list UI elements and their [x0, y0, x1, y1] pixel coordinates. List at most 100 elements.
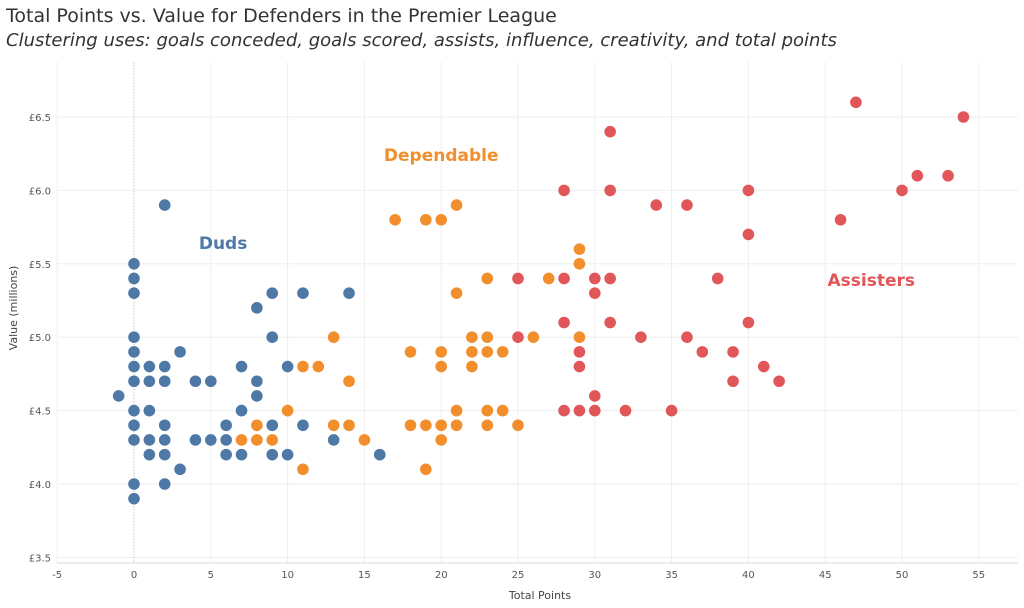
cluster-label-dependable: Dependable	[384, 146, 499, 166]
y-tick-label: £5.5	[29, 260, 51, 271]
point-assisters	[573, 346, 586, 358]
point-duds	[266, 448, 279, 461]
point-dependable	[266, 434, 279, 446]
point-duds	[327, 434, 340, 446]
point-dependable	[281, 404, 294, 417]
point-dependable	[496, 346, 509, 358]
point-duds	[205, 434, 217, 446]
point-duds	[143, 434, 156, 446]
point-assisters	[650, 199, 663, 211]
axes: -5 0 5 10 15 20 25 30 35 40 45 50 55 £3.5 £4.0 £4.5 £5.0…	[29, 62, 1018, 581]
point-duds	[158, 478, 171, 490]
point-dependable	[450, 287, 463, 299]
point-assisters	[558, 316, 570, 329]
point-duds	[112, 390, 125, 402]
point-duds	[128, 258, 140, 270]
point-duds	[128, 346, 140, 358]
point-dependable	[450, 199, 463, 211]
point-dependable	[297, 360, 309, 373]
x-tick-label: 15	[358, 570, 371, 581]
point-assisters	[604, 272, 616, 285]
point-duds	[128, 492, 140, 505]
cluster-label-duds: Duds	[199, 234, 248, 254]
point-assisters	[558, 184, 570, 197]
point-duds	[174, 346, 186, 358]
point-duds	[251, 302, 263, 314]
point-duds	[189, 434, 202, 446]
point-duds	[128, 375, 140, 388]
point-dependable	[481, 272, 494, 285]
x-tick-label: 35	[665, 570, 678, 581]
point-duds	[158, 199, 171, 211]
point-duds	[220, 448, 232, 461]
point-assisters	[665, 404, 678, 417]
x-tick-label: 50	[896, 570, 909, 581]
point-duds	[128, 434, 140, 446]
point-assisters	[942, 169, 954, 182]
point-assisters	[681, 331, 693, 344]
point-duds	[297, 287, 309, 299]
point-duds	[128, 419, 140, 432]
point-dependable	[481, 331, 494, 344]
point-duds	[143, 375, 156, 388]
point-assisters	[558, 404, 570, 417]
point-assisters	[589, 287, 601, 299]
point-dependable	[420, 463, 432, 476]
point-duds	[220, 434, 232, 446]
point-assisters	[604, 125, 616, 138]
point-duds	[235, 404, 248, 417]
point-duds	[251, 375, 263, 388]
point-duds	[297, 419, 309, 432]
point-assisters	[711, 272, 724, 285]
y-axis-title: Value (millions)	[7, 266, 20, 351]
point-dependable	[358, 434, 371, 446]
point-duds	[143, 404, 156, 417]
point-assisters	[573, 360, 586, 373]
point-duds	[266, 419, 279, 432]
point-assisters	[604, 316, 616, 329]
point-dependable	[251, 434, 263, 446]
point-dependable	[420, 213, 432, 226]
point-duds	[158, 375, 171, 388]
point-duds	[158, 434, 171, 446]
point-duds	[373, 448, 386, 461]
point-dependable	[235, 434, 248, 446]
point-duds	[235, 360, 248, 373]
point-dependable	[420, 419, 432, 432]
point-duds	[189, 375, 202, 388]
y-tick-label: £4.5	[29, 407, 51, 418]
point-duds	[266, 287, 279, 299]
point-assisters	[742, 316, 755, 329]
point-dependable	[450, 404, 463, 417]
x-axis-title: Total Points	[508, 589, 571, 602]
chart-title: Total Points vs. Value for Defenders in …	[6, 5, 557, 27]
cluster-label-assisters: Assisters	[828, 271, 916, 291]
point-dependable	[343, 375, 355, 388]
point-assisters	[742, 184, 755, 197]
point-duds	[174, 463, 186, 476]
point-duds	[143, 360, 156, 373]
x-tick-label: 45	[819, 570, 832, 581]
y-tick-label: £6.5	[29, 113, 51, 124]
point-assisters	[696, 346, 709, 358]
point-duds	[128, 404, 140, 417]
x-tick-label: 0	[131, 570, 137, 581]
point-assisters	[589, 404, 601, 417]
point-dependable	[527, 331, 540, 344]
point-duds	[205, 375, 217, 388]
point-assisters	[757, 360, 770, 373]
point-dependable	[435, 419, 448, 432]
point-duds	[158, 419, 171, 432]
point-duds	[128, 331, 140, 344]
point-dependable	[327, 331, 340, 344]
point-dependable	[512, 419, 524, 432]
chart-subtitle: Clustering uses: goals conceded, goals s…	[6, 30, 837, 51]
point-duds	[128, 478, 140, 490]
point-dependable	[251, 419, 263, 432]
point-dependable	[435, 213, 448, 226]
point-duds	[128, 287, 140, 299]
point-assisters	[512, 272, 524, 285]
point-duds	[235, 448, 248, 461]
x-tick-label: -5	[52, 570, 62, 581]
